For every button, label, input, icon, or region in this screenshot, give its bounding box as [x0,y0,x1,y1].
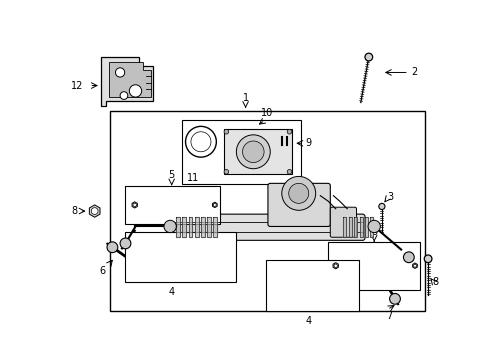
Bar [125,186,220,224]
Polygon shape [101,57,153,106]
Polygon shape [332,263,338,269]
Circle shape [133,203,136,207]
Bar [327,242,420,289]
Text: 2: 2 [410,67,417,77]
Polygon shape [212,202,217,208]
Circle shape [424,255,431,263]
Circle shape [224,170,228,174]
Circle shape [286,170,291,174]
Circle shape [333,264,337,267]
Bar [182,120,301,184]
Circle shape [107,242,118,253]
Circle shape [288,183,308,203]
Circle shape [91,208,98,215]
Bar [110,111,424,311]
Circle shape [413,264,416,267]
Bar [266,260,358,311]
Text: 7: 7 [385,311,391,321]
Text: 8: 8 [431,277,437,287]
Text: 3: 3 [386,192,393,202]
Text: 1: 1 [242,93,248,103]
Polygon shape [108,62,151,97]
Circle shape [286,130,291,134]
Circle shape [115,68,124,77]
Circle shape [213,203,216,206]
Text: 8: 8 [71,206,78,216]
Text: 12: 12 [71,81,83,91]
Circle shape [242,141,264,163]
Circle shape [224,130,228,134]
FancyBboxPatch shape [167,214,364,240]
Text: 11: 11 [187,172,199,183]
Polygon shape [132,202,137,208]
Text: 9: 9 [305,138,310,148]
Polygon shape [412,263,416,269]
Circle shape [281,176,315,210]
Text: 6: 6 [99,266,105,276]
Circle shape [367,220,380,233]
Circle shape [120,92,127,99]
Circle shape [163,220,176,233]
Circle shape [236,135,270,169]
Circle shape [120,238,131,249]
Bar [224,130,291,174]
Circle shape [129,85,142,97]
Bar [125,232,235,282]
Text: 10: 10 [261,108,273,118]
FancyBboxPatch shape [267,183,329,226]
Text: 4: 4 [305,316,311,326]
Circle shape [403,252,413,263]
Circle shape [389,293,400,304]
Text: 5: 5 [370,227,377,237]
FancyBboxPatch shape [329,207,356,237]
Text: 5: 5 [168,170,174,180]
Text: 4: 4 [168,287,174,297]
Circle shape [378,203,384,210]
Polygon shape [89,205,100,217]
Circle shape [364,53,372,61]
